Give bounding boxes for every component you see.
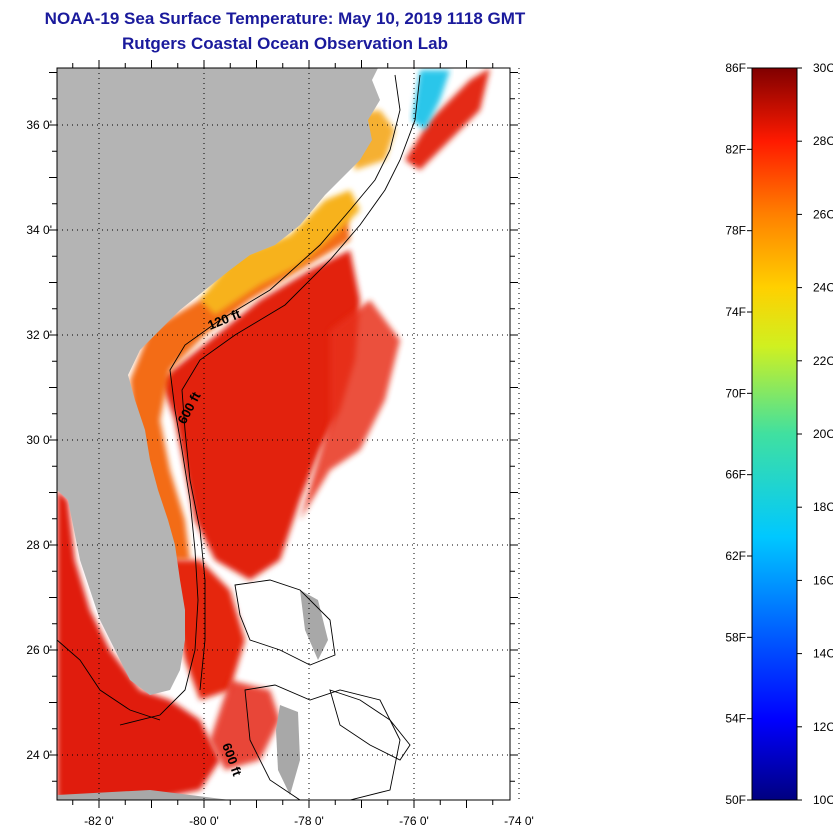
contour-120ft <box>119 74 401 726</box>
frame-ticks <box>49 60 518 808</box>
colorbar-c-label: 24C <box>813 281 833 295</box>
sst-gulf-red <box>57 490 220 800</box>
lon-label: -78 0' <box>294 814 324 828</box>
colorbar-celsius-labels: 30C 28C 26C 24C 22C 20C 18C 16C 14C 12C 10C <box>813 61 833 807</box>
colorbar-f-label: 70F <box>725 386 746 400</box>
contour-gulf <box>56 639 161 721</box>
sst-yellow-shelf <box>200 190 360 315</box>
colorbar-c-label: 10C <box>813 793 833 807</box>
land-cuba <box>57 790 230 800</box>
colorbar-scale <box>751 67 798 801</box>
lat-label: 34 0' <box>26 223 52 237</box>
lon-label: -80 0' <box>189 814 219 828</box>
lat-label: 30 0' <box>26 433 52 447</box>
colorbar-c-label: 22C <box>813 354 833 368</box>
lon-label: -82 0' <box>84 814 114 828</box>
land-bahamas-andros <box>276 705 300 795</box>
contour-bahamas-bank <box>234 579 336 666</box>
land-bahamas-abaco <box>300 590 328 660</box>
colorbar-f-label: 74F <box>725 305 746 319</box>
contour-bahamas-south <box>244 684 401 801</box>
latitude-labels: 36 0' 34 0' 32 0' 30 0' 28 0' 26 0' 24 0' <box>26 118 52 762</box>
colorbar-f-label: 62F <box>725 549 746 563</box>
colorbar-f-label: 82F <box>725 142 746 156</box>
colorbar-c-label: 12C <box>813 720 833 734</box>
colorbar-c-label: 18C <box>813 500 833 514</box>
sst-red-south <box>210 680 280 770</box>
colorbar-c-label: 16C <box>813 573 833 587</box>
sst-red-north <box>405 68 490 170</box>
lat-label: 36 0' <box>26 118 52 132</box>
colorbar-ticks <box>747 67 802 801</box>
bathymetry-contours <box>56 74 421 801</box>
sst-red-patches-east <box>300 300 400 520</box>
colorbar-c-label: 20C <box>813 427 833 441</box>
graticule <box>57 68 520 800</box>
map-frame <box>56 67 511 801</box>
colorbar-c-label: 30C <box>813 61 833 75</box>
colorbar-fahrenheit-labels: 86F 82F 78F 74F 70F 66F 62F 58F 54F 50F <box>725 61 746 807</box>
lat-label: 24 0' <box>26 748 52 762</box>
colorbar-f-label: 58F <box>725 630 746 644</box>
colorbar-f-label: 86F <box>725 61 746 75</box>
colorbar-c-label: 26C <box>813 207 833 221</box>
colorbar-f-label: 50F <box>725 793 746 807</box>
longitude-labels: -82 0' -80 0' -78 0' -76 0' -74 0' <box>84 814 534 828</box>
contour-exuma <box>329 689 411 761</box>
colorbar-c-label: 28C <box>813 134 833 148</box>
colorbar-c-label: 14C <box>813 647 833 661</box>
land-us-mainland <box>57 68 380 695</box>
map-subtitle: Rutgers Coastal Ocean Observation Lab <box>122 34 448 53</box>
sst-cool-north <box>412 70 450 130</box>
sst-straits-red <box>170 560 245 700</box>
contour-600ft <box>181 74 421 691</box>
map-title: NOAA-19 Sea Surface Temperature: May 10,… <box>44 9 526 28</box>
lon-label: -74 0' <box>504 814 534 828</box>
colorbar-f-label: 54F <box>725 712 746 726</box>
lat-label: 28 0' <box>26 538 52 552</box>
lat-label: 32 0' <box>26 328 52 342</box>
colorbar-f-label: 78F <box>725 224 746 238</box>
colorbar-f-label: 66F <box>725 468 746 482</box>
lat-label: 26 0' <box>26 643 52 657</box>
sst-red-region <box>160 250 360 580</box>
lon-label: -76 0' <box>399 814 429 828</box>
